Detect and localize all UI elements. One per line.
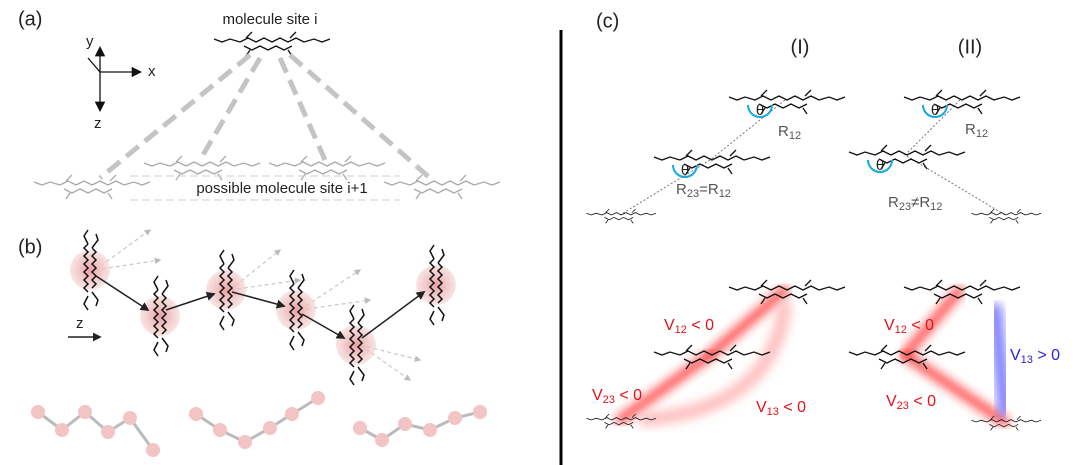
label-part: < 0 <box>779 399 806 416</box>
label-part: < 0 <box>615 387 642 404</box>
axis-label: z <box>76 315 84 332</box>
label-part: V <box>592 387 603 404</box>
column-title: (II) <box>958 36 982 58</box>
label-part: < 0 <box>687 317 714 334</box>
label-part: 13 <box>1021 354 1033 366</box>
molecule <box>904 90 1020 114</box>
label-part: =R <box>699 181 719 198</box>
label-part: 23 <box>687 188 699 200</box>
label: V23 < 0 <box>886 393 936 412</box>
chains <box>31 391 487 457</box>
label-part: 13 <box>767 406 779 418</box>
label-part: V <box>884 317 895 334</box>
label-part: V <box>1010 347 1021 364</box>
angle-label: θ <box>931 102 939 119</box>
site-label: molecule site i <box>222 11 317 28</box>
label-part: 12 <box>719 188 731 200</box>
label-part: 23 <box>899 201 911 213</box>
panel-label: (c) <box>596 10 619 32</box>
label-part: 23 <box>603 394 615 406</box>
label: V13 > 0 <box>1010 347 1060 366</box>
sites <box>70 230 456 385</box>
label-part: 12 <box>675 324 687 336</box>
axes <box>88 48 140 110</box>
path-arrows <box>68 276 424 338</box>
label: V13 < 0 <box>756 399 806 418</box>
angle-label: θ <box>681 162 689 179</box>
label-part: V <box>664 317 675 334</box>
label: R23=R12 <box>676 181 731 200</box>
label-part: 12 <box>895 324 907 336</box>
label-part: 12 <box>930 201 942 213</box>
label: V23 < 0 <box>592 387 642 406</box>
label-part: R <box>888 194 899 211</box>
angle-label: θ <box>876 157 884 174</box>
label-part: 12 <box>789 130 801 142</box>
panel-label: (b) <box>18 236 42 258</box>
molecule <box>654 150 770 174</box>
molecule <box>729 90 845 114</box>
label: R12 <box>965 121 988 140</box>
molecule <box>214 32 330 56</box>
label: V12 < 0 <box>664 317 714 336</box>
molecule <box>586 209 656 223</box>
coupling-glow <box>905 355 1005 422</box>
label-part: > 0 <box>1033 347 1060 364</box>
label: R23≠R12 <box>888 194 942 213</box>
axis-label: y <box>86 33 94 50</box>
label-part: ≠R <box>911 194 930 211</box>
label-part: < 0 <box>907 317 934 334</box>
axis-label: z <box>94 115 102 132</box>
label-part: R <box>676 181 687 198</box>
molecule <box>849 145 965 169</box>
figure: (a) y x z molecule site i possible molec… <box>0 0 1075 465</box>
label-part: V <box>886 393 897 410</box>
label-part: 23 <box>897 400 909 412</box>
axis-label: x <box>148 63 156 80</box>
angle-label: θ <box>756 102 764 119</box>
label-part: < 0 <box>909 393 936 410</box>
column-title: (I) <box>791 36 810 58</box>
label-part: R <box>778 123 789 140</box>
label: V12 < 0 <box>884 317 934 336</box>
coupling-glow <box>995 310 1005 410</box>
molecule <box>971 209 1041 223</box>
label-part: 12 <box>976 128 988 140</box>
site-label: possible molecule site i+1 <box>196 180 367 197</box>
label: R12 <box>778 123 801 142</box>
label-part: V <box>756 399 767 416</box>
panel-label: (a) <box>18 8 42 30</box>
label-part: R <box>965 121 976 138</box>
